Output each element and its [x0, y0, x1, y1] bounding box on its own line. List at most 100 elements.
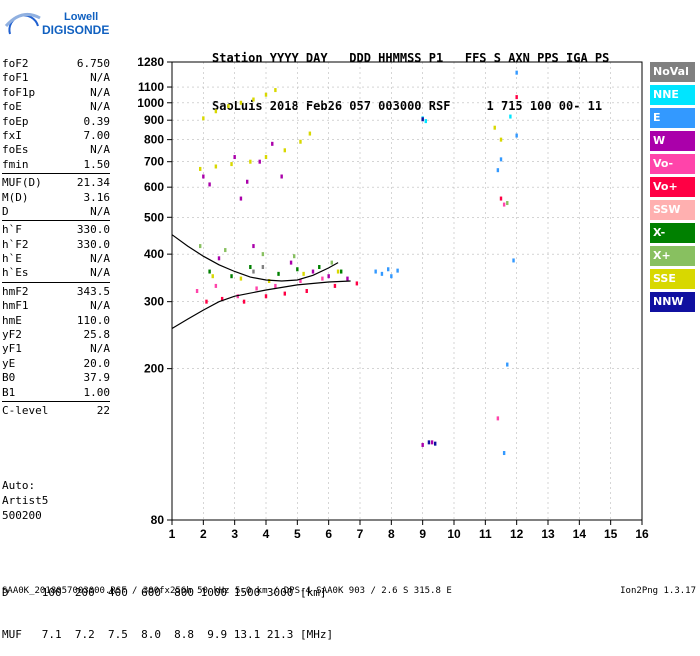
- param-name: fmin: [2, 157, 29, 171]
- data-point: [318, 265, 321, 270]
- param-row: B0 37.9: [2, 371, 110, 385]
- data-point: [220, 296, 224, 301]
- data-point: [387, 267, 390, 272]
- data-point: [283, 291, 286, 296]
- data-point: [493, 125, 496, 130]
- data-point: [430, 440, 434, 445]
- param-name: hmE: [2, 313, 22, 327]
- y-tick-label: 800: [144, 133, 164, 147]
- data-point: [249, 265, 252, 270]
- x-tick-label: 14: [573, 527, 587, 541]
- param-value: 0.39: [83, 114, 111, 128]
- param-value: N/A: [90, 342, 110, 356]
- data-point: [230, 162, 233, 167]
- param-name: foE: [2, 100, 22, 114]
- param-row: hmF1 N/A: [2, 299, 110, 313]
- data-point: [195, 289, 199, 293]
- data-point: [258, 159, 261, 164]
- legend-item: NoVal: [650, 62, 695, 82]
- data-point: [239, 276, 243, 281]
- y-tick-label: 1000: [137, 96, 164, 110]
- param-name: yE: [2, 356, 16, 370]
- data-point: [264, 294, 268, 299]
- param-separator: [2, 220, 110, 222]
- data-point: [264, 155, 268, 160]
- param-name: foF1: [2, 71, 29, 85]
- param-value: 20.0: [83, 356, 111, 370]
- data-point: [502, 202, 506, 207]
- param-value: 6.750: [76, 57, 110, 70]
- x-tick-label: 3: [231, 527, 238, 541]
- data-point: [305, 289, 308, 293]
- muf-table: D 100 200 400 600 800 1000 1500 3000 [km…: [2, 558, 333, 656]
- param-value: N/A: [90, 266, 110, 280]
- param-row: C-level 22: [2, 404, 110, 418]
- legend-item: E: [650, 108, 695, 128]
- param-name: yF2: [2, 328, 22, 342]
- x-tick-label: 2: [200, 527, 207, 541]
- footer-version: Ion2Png 1.3.17: [620, 586, 696, 596]
- x-tick-label: 7: [357, 527, 364, 541]
- auto-line-2: Artist5: [2, 494, 49, 507]
- data-point: [311, 269, 315, 274]
- param-separator: [2, 173, 110, 175]
- data-point: [289, 260, 293, 265]
- data-point: [330, 260, 333, 265]
- param-value: 343.5: [76, 284, 110, 298]
- x-tick-label: 15: [604, 527, 618, 541]
- data-point: [274, 283, 277, 288]
- param-row: M(D) 3.16: [2, 191, 110, 205]
- parameter-table: foF2 6.750 foF1 N/A foF1p N/A foE N/A foEp 0.39 fx…: [2, 57, 110, 418]
- param-value: 25.8: [83, 328, 111, 342]
- data-point: [214, 109, 218, 114]
- param-row: hmE 110.0: [2, 314, 110, 328]
- y-tick-label: 80: [151, 513, 165, 527]
- y-tick-label: 1280: [137, 55, 164, 69]
- param-row: foF1p N/A: [2, 86, 110, 100]
- x-tick-label: 11: [479, 527, 492, 541]
- data-point: [340, 269, 343, 274]
- param-row: fxI 7.00: [2, 129, 110, 143]
- param-row: foF2 6.750: [2, 57, 110, 71]
- param-row: yF2 25.8: [2, 328, 110, 342]
- param-value: N/A: [90, 100, 110, 114]
- param-value: 3.16: [83, 190, 111, 204]
- logo-top-text: Lowell: [64, 11, 98, 23]
- x-tick-label: 10: [447, 527, 461, 541]
- legend-item: SSW: [650, 200, 695, 220]
- legend-item: Vo-: [650, 154, 695, 174]
- data-point: [336, 269, 340, 274]
- data-point: [280, 174, 283, 179]
- data-point: [199, 166, 202, 171]
- param-name: B0: [2, 371, 16, 385]
- x-tick-label: 1: [169, 527, 176, 541]
- data-point: [421, 117, 424, 122]
- param-row: hmF2 343.5: [2, 285, 110, 299]
- param-separator: [2, 400, 110, 402]
- param-row: B1 1.00: [2, 386, 110, 400]
- param-name: hmF2: [2, 284, 29, 298]
- polarization-legend: NoVal NNE E W Vo- Vo+ SSW X- X+ SSE NNW: [650, 62, 695, 315]
- data-point: [274, 88, 277, 93]
- data-point: [380, 271, 384, 276]
- data-point: [355, 281, 359, 286]
- footer-info: SAA0K_2018057003000.RSF / 300fx256h 50 k…: [2, 586, 452, 596]
- data-point: [512, 258, 515, 263]
- data-point: [277, 271, 280, 276]
- x-tick-label: 13: [541, 527, 555, 541]
- data-point: [227, 104, 230, 109]
- data-point: [296, 267, 299, 272]
- data-point: [506, 201, 509, 206]
- data-point: [233, 155, 236, 160]
- param-value: 1.50: [83, 157, 111, 171]
- ionogram-chart[interactable]: 1 2 3 4 5 6 7 8 9 10 11 12 13 14 15 1680200300400500600…: [130, 52, 650, 547]
- data-point: [427, 440, 431, 445]
- param-value: N/A: [90, 204, 110, 218]
- data-point: [283, 148, 286, 153]
- y-tick-label: 700: [144, 155, 164, 169]
- param-row: yF1 N/A: [2, 342, 110, 356]
- data-point: [396, 268, 399, 273]
- param-name: yF1: [2, 342, 22, 356]
- data-point: [252, 244, 255, 249]
- profile-curve: [171, 234, 339, 282]
